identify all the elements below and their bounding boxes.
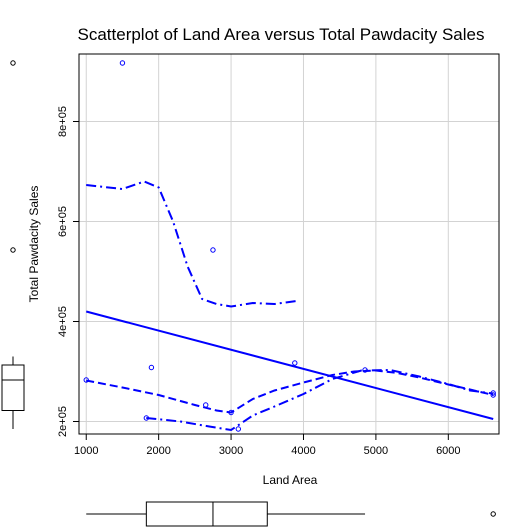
grid-lines [79, 54, 499, 434]
chart-title: Scatterplot of Land Area versus Total Pa… [78, 25, 485, 44]
x-tick-label: 3000 [219, 445, 243, 457]
plot-area-frame [78, 53, 500, 435]
data-point [148, 364, 155, 371]
y-marginal-boxplot [1, 60, 25, 429]
y-tick-label: 4e+05 [57, 306, 69, 337]
y-tick-label: 8e+05 [57, 106, 69, 137]
data-point [490, 390, 496, 396]
x-tick-label: 4000 [291, 445, 315, 457]
data-point [490, 392, 496, 398]
data-point [292, 360, 298, 366]
y-axis-label: Total Pawdacity Sales [27, 186, 41, 303]
smooth-line-dotdash-upper [86, 180, 297, 308]
y-tick-label: 6e+05 [57, 206, 69, 237]
data-point [210, 247, 216, 253]
smooth-line-dashed [86, 369, 494, 414]
data-point [235, 426, 242, 432]
regression-line [85, 310, 494, 420]
x-tick-label: 2000 [146, 445, 170, 457]
x-boxplot-outlier [490, 511, 496, 517]
y-tick-label: 2e+05 [57, 406, 69, 437]
x-tick-label: 5000 [364, 445, 388, 457]
fit-lines [85, 180, 494, 432]
x-axis-label: Land Area [263, 473, 318, 487]
x-axis: 1000 2000 3000 4000 5000 6000 [74, 434, 461, 457]
y-boxplot-box [1, 364, 25, 411]
data-point [143, 415, 150, 421]
data-point [119, 60, 126, 66]
x-tick-label: 1000 [74, 445, 98, 457]
x-tick-label: 6000 [436, 445, 460, 457]
y-boxplot-outlier [10, 247, 16, 253]
y-axis: 2e+05 4e+05 6e+05 8e+05 [57, 106, 79, 437]
y-boxplot-outlier [10, 60, 16, 66]
x-boxplot-box [145, 501, 268, 527]
data-point [203, 402, 209, 408]
x-marginal-boxplot [86, 501, 496, 527]
data-point [83, 377, 89, 383]
data-points [83, 60, 496, 432]
data-point [228, 409, 234, 416]
data-point [362, 367, 368, 373]
smooth-line-dotdash-lower [146, 368, 494, 432]
